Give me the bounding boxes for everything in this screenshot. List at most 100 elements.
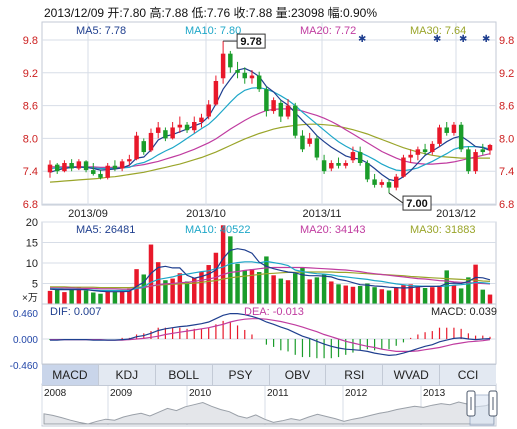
- x-tick-label: 2013/12: [436, 208, 476, 220]
- price-y-tick: 7.4: [499, 166, 514, 178]
- candle: [235, 61, 240, 79]
- tab-cci[interactable]: CCI: [457, 368, 479, 382]
- candle-body: [271, 100, 276, 112]
- volume-bar: [220, 225, 226, 304]
- volume-bar: [437, 285, 442, 304]
- legend-star-icons: ✱ ✱ ✱ ✱: [358, 34, 490, 45]
- volume-bar: [119, 290, 125, 304]
- candle: [119, 159, 125, 172]
- x-tick-label: 2013/11: [303, 208, 342, 220]
- candle: [300, 130, 305, 153]
- tab-obv[interactable]: OBV: [270, 365, 327, 385]
- price-y-tick: 9.2: [23, 68, 38, 80]
- navigator-area: [43, 401, 495, 425]
- volume-bar: [76, 287, 82, 304]
- min-annotation: 7.00: [406, 198, 427, 210]
- navigator-left-handle[interactable]: [466, 390, 476, 417]
- volume-bar: [199, 272, 204, 304]
- min-leader-line: [388, 192, 404, 204]
- candle: [83, 160, 89, 173]
- volume-bar: [300, 267, 305, 304]
- candle-body: [300, 135, 305, 150]
- volume-bar: [307, 279, 312, 304]
- candle: [466, 146, 471, 174]
- candle: [264, 86, 269, 117]
- volume-bar: [466, 277, 471, 304]
- volume-bar: [177, 273, 183, 304]
- tab-rsi[interactable]: RSI: [326, 365, 384, 385]
- navigator-year: 2013: [423, 388, 446, 399]
- candle-body: [458, 124, 464, 150]
- navigator-year: 2011: [267, 388, 289, 399]
- navigator-year: 2009: [110, 388, 133, 399]
- volume-unit-label: ×万: [22, 293, 38, 304]
- volume-bar: [206, 265, 211, 304]
- candle: [365, 160, 370, 183]
- high-label: 高:: [149, 6, 165, 20]
- navigator-year-labels: 2008 2009 2010 2011 2012 2013: [41, 385, 446, 425]
- candle-body: [487, 144, 493, 151]
- candle-body: [437, 127, 442, 144]
- price-panel-frame: [41, 21, 497, 206]
- tab-psy[interactable]: PSY: [213, 365, 270, 385]
- candle-body: [62, 163, 67, 172]
- candle-body: [91, 170, 96, 174]
- volume-ma-legend-item: MA30: 31883: [410, 224, 475, 236]
- price-y-tick: 6.8: [499, 199, 514, 211]
- candle: [314, 135, 320, 161]
- candle-body: [47, 164, 53, 173]
- tab-boll[interactable]: BOLL: [156, 365, 213, 385]
- price-y-tick: 6.8: [23, 199, 38, 211]
- candle-body: [350, 152, 356, 161]
- price-ma-legend: MA5: 7.78 MA10: 7.80 MA20: 7.72 MA30: 7.64: [76, 25, 466, 37]
- quote-date: 2013/12/09: [44, 6, 105, 20]
- volume-bar: [458, 288, 464, 304]
- timeline-navigator[interactable]: 2008 2009 2010 2011 2012 2013: [41, 383, 498, 427]
- volume-bar: [386, 290, 392, 304]
- volume-bar: [314, 277, 320, 304]
- volume-bar: [192, 277, 197, 304]
- candle: [177, 116, 183, 133]
- candle-body: [451, 124, 457, 133]
- candle: [343, 160, 348, 169]
- candle-body: [415, 149, 421, 155]
- candle-body: [343, 163, 348, 166]
- volume-gridlines: [42, 221, 496, 284]
- candle: [91, 163, 96, 176]
- navigator-right-handle[interactable]: [488, 390, 498, 417]
- price-y-ticks-left: 9.8 9.2 8.6 8.0 7.4 6.8: [23, 35, 38, 211]
- tab-macd[interactable]: MACD: [42, 365, 99, 385]
- candle: [444, 122, 449, 136]
- high-value: 7.88: [164, 6, 189, 20]
- candle: [350, 146, 356, 163]
- volume-bar: [408, 284, 413, 304]
- candle: [451, 122, 457, 136]
- candle-body: [184, 124, 190, 131]
- candle-body: [235, 70, 240, 73]
- macd-y-tick: -0.460: [10, 361, 39, 372]
- candle: [278, 100, 284, 122]
- candle-body: [98, 173, 103, 178]
- tab-wvad[interactable]: WVAD: [383, 365, 441, 385]
- candle: [401, 154, 406, 178]
- macd-y-ticks: 0.460 0.000 -0.460: [10, 309, 39, 372]
- volume-bar: [170, 278, 175, 304]
- candle-body: [293, 105, 298, 136]
- volume-bar: [357, 285, 363, 304]
- candle-body: [365, 163, 370, 180]
- price-panel: 9.8 9.2 8.6 8.0 7.4 6.8 9.8 9.2 8.6 8.0 7.4 6.8 MA…: [23, 21, 514, 220]
- candle-body: [466, 149, 471, 172]
- candle: [307, 132, 312, 147]
- candle: [192, 116, 197, 133]
- candle: [170, 122, 175, 140]
- candle: [415, 146, 421, 161]
- tab-kdj[interactable]: KDJ: [99, 365, 156, 385]
- candle: [437, 124, 442, 147]
- x-tick-label: 2013/09: [68, 208, 108, 220]
- price-y-tick: 7.4: [23, 166, 38, 178]
- volume-bar: [415, 286, 421, 304]
- candle-body: [228, 53, 233, 68]
- max-annotation-box: [236, 33, 266, 49]
- candle: [408, 149, 413, 163]
- candle: [220, 41, 226, 84]
